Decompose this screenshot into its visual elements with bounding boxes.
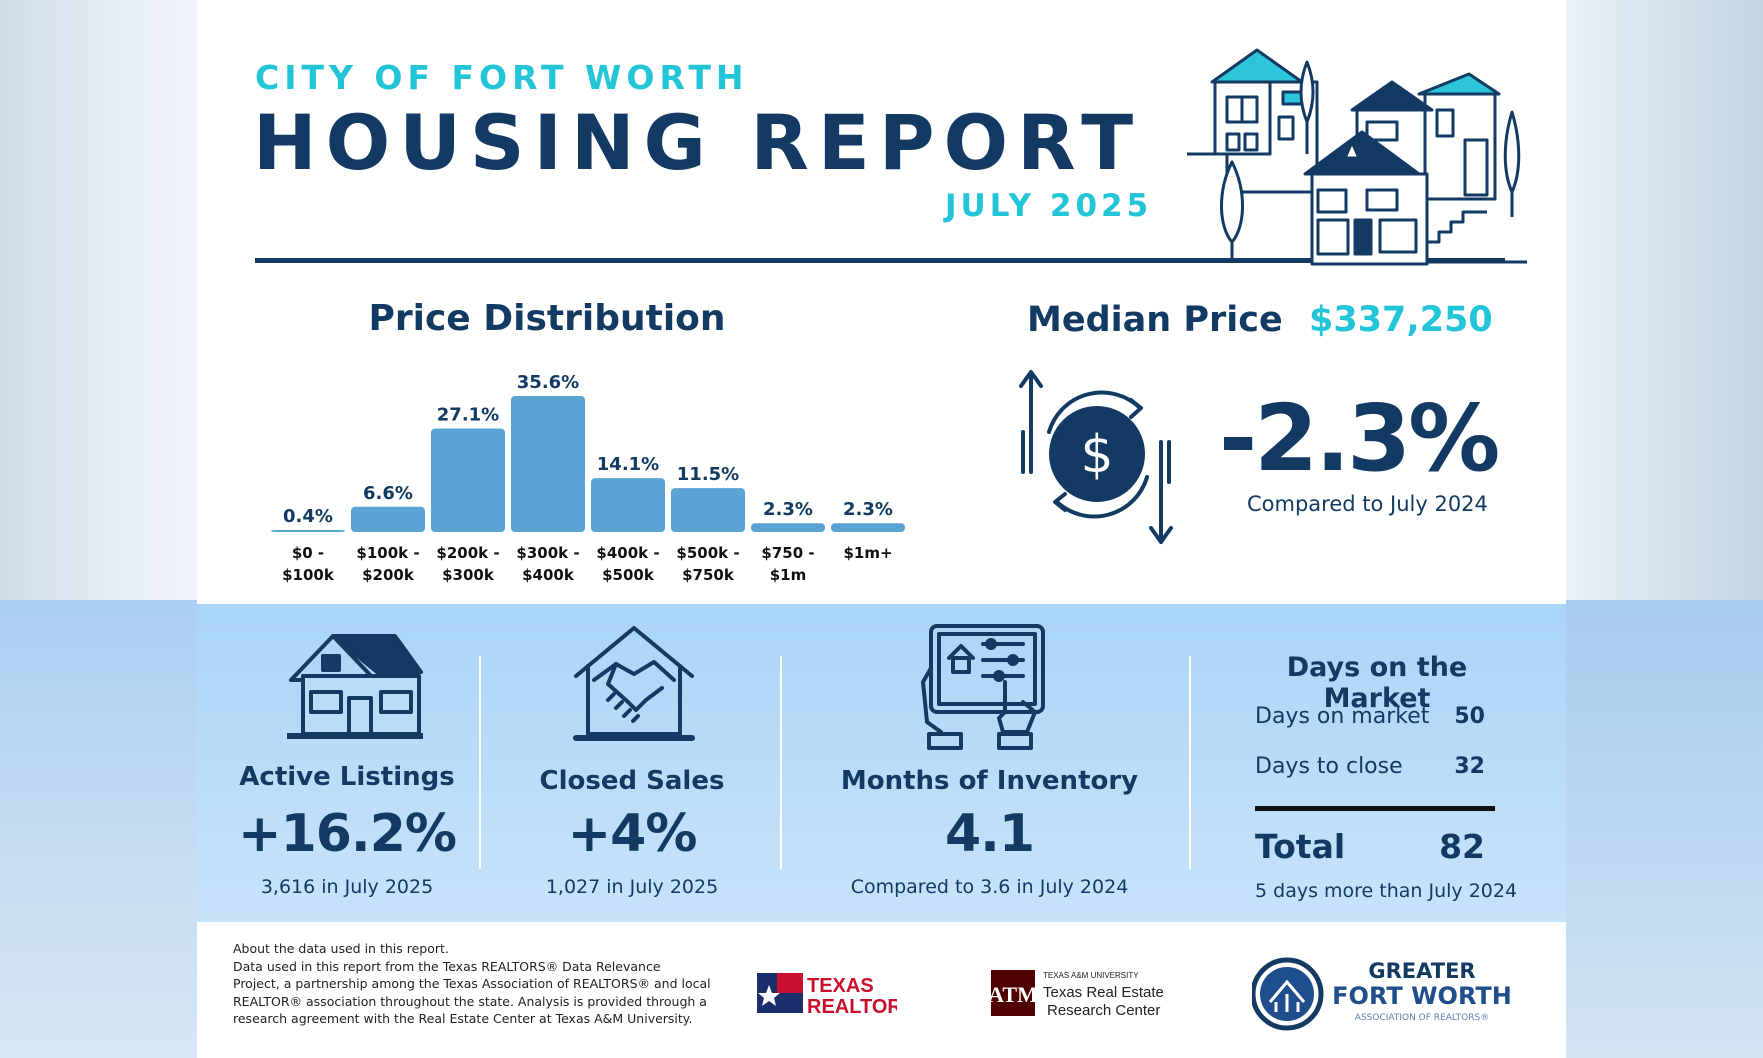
texas-realtors-logo-line1: TEXAS <box>807 975 874 997</box>
gfw-line2: FORT WORTH <box>1332 982 1512 1010</box>
texas-realtors-logo: TEXAS REALTORS <box>757 973 897 1018</box>
active-listings-value: +16.2% <box>238 804 457 864</box>
report-title: HOUSING REPORT <box>253 98 1143 187</box>
price-bar-value-label: 14.1% <box>597 454 659 475</box>
months-inventory-label: Months of Inventory <box>840 766 1139 796</box>
days-total-note: 5 days more than July 2024 <box>1255 880 1518 902</box>
stat-divider <box>479 656 481 869</box>
days-on-market-title: Days on the Market <box>1286 652 1468 714</box>
closed-sales-value: +4% <box>567 804 698 864</box>
price-bar-value-label: 2.3% <box>843 499 893 520</box>
months-inventory-sub: Compared to 3.6 in July 2024 <box>850 876 1129 898</box>
median-price-compare: Compared to July 2024 <box>1247 492 1488 516</box>
price-bar <box>751 523 825 532</box>
price-bar-category-label: $500k <box>602 566 655 584</box>
price-distribution-chart: 0.4% $0 - $100k 6.6% $100k - $200k 27.1% $200k … <box>271 372 905 584</box>
report-month: JULY 2025 <box>945 188 1153 224</box>
months-inventory-value: 4.1 <box>944 804 1035 864</box>
price-bar-category-label: $400k - <box>596 544 659 562</box>
gfw-line1: GREATER <box>1368 959 1475 983</box>
greater-fort-worth-logo: GREATER FORT WORTH ASSOCIATION OF REALTO… <box>1252 957 1512 1031</box>
price-bar-category-label: $0 - <box>292 544 324 562</box>
gfw-line3: ASSOCIATION OF REALTORS® <box>1355 1013 1489 1023</box>
days-to-close-row: Days to close 32 <box>1255 754 1485 779</box>
median-price-value: $337,250 <box>1309 300 1493 340</box>
background-blur-left <box>0 0 197 1058</box>
days-to-close-row-value: 32 <box>1454 754 1485 779</box>
active-listings-label: Active Listings <box>239 762 455 792</box>
price-bar <box>431 428 505 532</box>
texas-realtors-logo-line2: REALTORS <box>807 996 897 1018</box>
svg-text:ATM: ATM <box>991 982 1038 1007</box>
about-line: research agreement with the Real Estate … <box>233 1011 693 1026</box>
price-bar-category-label: $200k <box>362 566 415 584</box>
price-bar-category-label: $300k <box>442 566 495 584</box>
closed-sales-sub: 1,027 in July 2025 <box>545 876 719 898</box>
dollar-cycle-icon: $ <box>1019 370 1173 544</box>
price-bar-category-label: $1m+ <box>843 544 892 562</box>
city-kicker: CITY OF FORT WORTH <box>255 58 749 97</box>
days-total-value: 82 <box>1439 827 1485 866</box>
price-bar-value-label: 0.4% <box>283 506 333 527</box>
price-bar-category-label: $100k - <box>356 544 419 562</box>
stat-divider <box>1189 656 1191 869</box>
price-bar-value-label: 35.6% <box>517 372 579 393</box>
days-total-row: Total 82 <box>1255 827 1485 866</box>
tamu-research-center-logo: ATM TEXAS A&M UNIVERSITY Texas Real Esta… <box>991 970 1164 1019</box>
price-bar <box>671 488 745 532</box>
price-distribution-title: Price Distribution <box>368 298 726 339</box>
svg-text:$: $ <box>1080 425 1113 485</box>
about-line: REALTOR® association throughout the stat… <box>233 993 707 1009</box>
handshake-house-icon <box>573 626 695 741</box>
days-on-market-row-label: Days on market <box>1255 704 1430 729</box>
about-data-text: About the data used in this report. Data… <box>233 940 713 1028</box>
footer: About the data used in this report. Data… <box>197 922 1566 1058</box>
closed-sales-label: Closed Sales <box>539 766 725 796</box>
houses-illustration-icon <box>1187 48 1527 266</box>
days-on-market-row-value: 50 <box>1454 704 1485 729</box>
price-bar <box>271 530 345 532</box>
price-bar-category-label: $500k - <box>676 544 739 562</box>
tamu-line1: TEXAS A&M UNIVERSITY <box>1043 971 1139 980</box>
price-bar <box>591 478 665 532</box>
price-bar-category-label: $100k <box>282 566 335 584</box>
stats-panel: Active Listings +16.2% 3,616 in July 202… <box>197 604 1566 922</box>
days-on-market-row: Days on market 50 <box>1255 704 1485 729</box>
price-bar-category-label: $750k <box>682 566 735 584</box>
active-listings-sub: 3,616 in July 2025 <box>260 876 434 898</box>
median-price-change: -2.3% <box>1219 385 1500 492</box>
tamu-line2: Texas Real Estate <box>1043 984 1164 1001</box>
header-rule <box>255 258 1505 263</box>
price-bar-value-label: 11.5% <box>677 464 739 485</box>
price-bar <box>511 396 585 532</box>
price-bar <box>831 523 905 532</box>
background-blur-right <box>1566 0 1763 1058</box>
about-line: Project, a partnership among the Texas A… <box>233 976 711 991</box>
days-total-label: Total <box>1255 827 1346 866</box>
about-line: Data used in this report from the Texas … <box>233 958 661 974</box>
price-bar-category-label: $1m <box>770 566 807 584</box>
tamu-line3: Research Center <box>1047 1002 1160 1019</box>
price-bar-value-label: 27.1% <box>437 404 499 425</box>
price-bar-category-label: $200k - <box>436 544 499 562</box>
tablet-controls-icon <box>921 624 1045 750</box>
median-price-label: Median Price <box>1027 300 1283 340</box>
price-bar-value-label: 2.3% <box>763 499 813 520</box>
days-to-close-row-label: Days to close <box>1255 754 1403 779</box>
infographic-card: CITY OF FORT WORTH HOUSING REPORT JULY 2… <box>197 0 1566 1058</box>
price-bar <box>351 506 425 532</box>
about-line: About the data used in this report. <box>233 941 449 956</box>
price-bar-category-label: $300k - <box>516 544 579 562</box>
price-bar-category-label: $750 - <box>761 544 814 562</box>
price-bar-category-label: $400k <box>522 566 575 584</box>
total-rule <box>1255 806 1495 811</box>
stat-divider <box>780 656 782 869</box>
price-bar-value-label: 6.6% <box>363 483 413 504</box>
house-icon <box>287 634 423 739</box>
